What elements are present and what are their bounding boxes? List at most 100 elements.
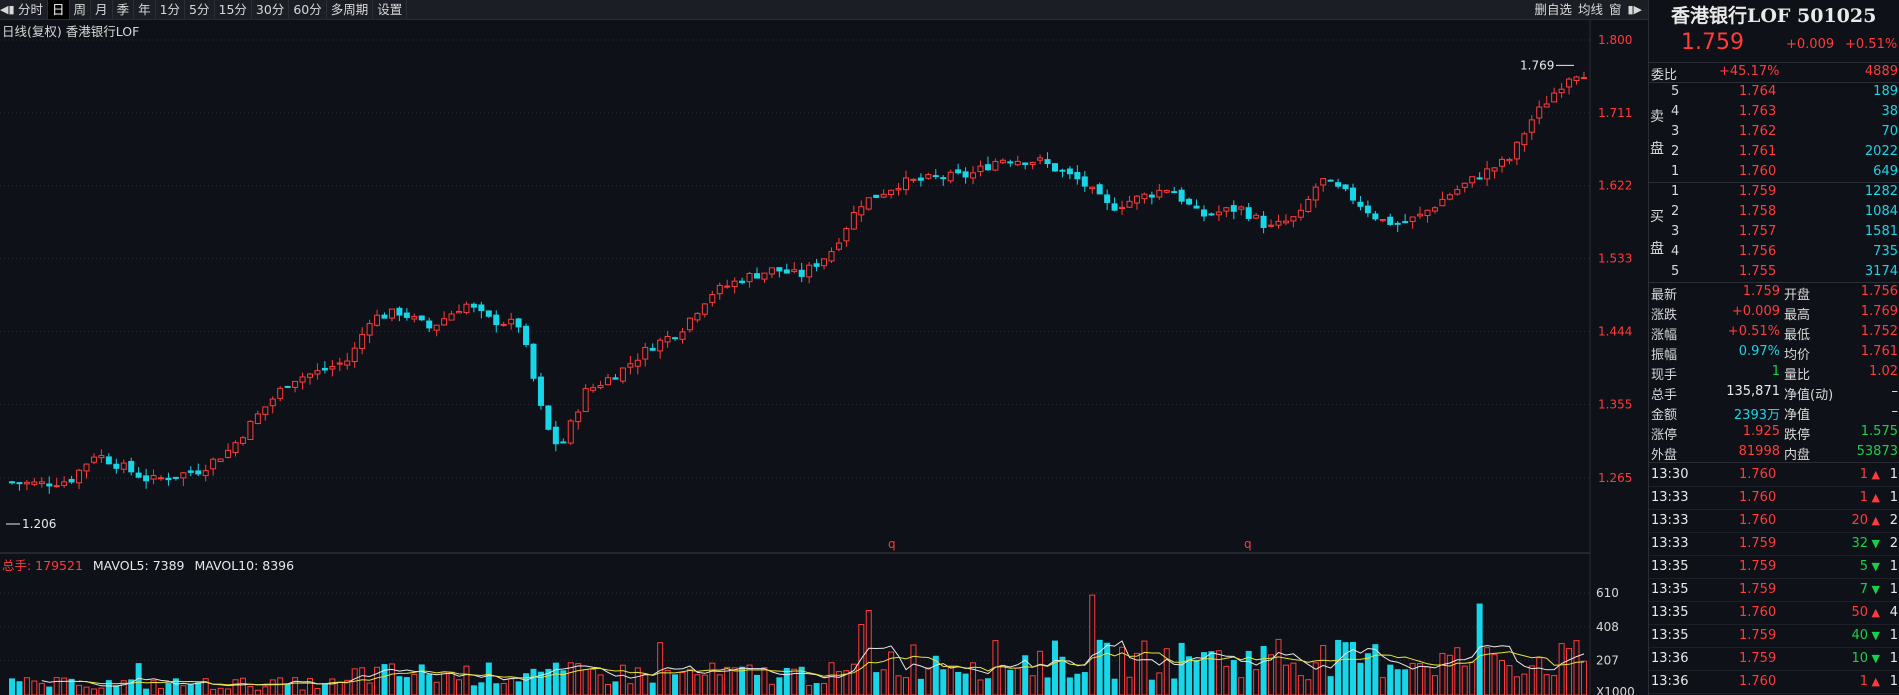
candle-body[interactable] [1536,106,1543,119]
candle-body[interactable] [225,449,232,458]
candle-body[interactable] [791,269,798,273]
trade-row[interactable]: 13:33 1.759 32 ▼ 2 [1649,532,1899,556]
candle-body[interactable] [605,377,611,386]
candle-body[interactable] [649,347,656,351]
candle-body[interactable] [627,363,634,368]
period-tab-5[interactable]: 年 [134,0,156,19]
candle-body[interactable] [679,331,686,340]
candle-body[interactable] [1163,189,1170,193]
candle-body[interactable] [835,242,842,250]
candle-body[interactable] [1305,199,1312,212]
candle-body[interactable] [761,272,768,280]
candle-body[interactable] [470,303,477,308]
candle-body[interactable] [23,481,30,485]
candle-body[interactable] [1268,224,1275,227]
candle-body[interactable] [113,463,120,469]
candle-body[interactable] [1476,177,1483,180]
candle-body[interactable] [217,458,224,463]
candle-body[interactable] [970,172,977,179]
candle-body[interactable] [754,273,760,279]
candle-body[interactable] [46,483,53,487]
candle-body[interactable] [1290,216,1297,222]
candle-body[interactable] [195,470,202,475]
candle-body[interactable] [783,269,790,274]
candle-body[interactable] [90,456,97,463]
candle-body[interactable] [537,376,544,406]
candle-body[interactable] [493,314,500,326]
candle-body[interactable] [1566,78,1573,88]
event-marker-q[interactable]: q [1244,537,1252,551]
candle-body[interactable] [746,272,753,283]
candle-body[interactable] [1178,189,1185,202]
candle-body[interactable] [1111,203,1118,211]
candle-body[interactable] [552,426,559,445]
candle-body[interactable] [821,258,828,267]
candle-body[interactable] [68,479,75,483]
candle-body[interactable] [1394,222,1401,225]
candle-body[interactable] [1364,205,1371,214]
trade-row[interactable]: 13:30 1.760 1 ▲ 1 [1649,463,1899,487]
candle-body[interactable] [1521,133,1528,146]
candle-body[interactable] [664,335,671,343]
candle-body[interactable] [180,472,187,479]
asks-row[interactable]: 1 1.760 649 [1649,162,1899,182]
candle-body[interactable] [1029,161,1036,165]
candle-body[interactable] [1066,168,1073,175]
candle-body[interactable] [1558,88,1565,94]
bids-row[interactable]: 2 1.758 1084 [1649,202,1899,222]
candle-body[interactable] [1297,209,1304,218]
candle-body[interactable] [597,384,604,389]
candle-body[interactable] [873,194,880,198]
asks-row[interactable]: 5 1.764 189 [1649,82,1899,102]
candle-body[interactable] [1387,216,1394,225]
candle-body[interactable] [1156,189,1163,198]
candle-body[interactable] [701,303,708,315]
candle-body[interactable] [1417,213,1424,217]
candle-body[interactable] [1007,161,1014,164]
candle-body[interactable] [992,161,999,171]
event-marker-q[interactable]: q [888,537,896,551]
candle-body[interactable] [1372,213,1379,220]
candle-body[interactable] [1133,195,1140,204]
toolbar-right-2[interactable]: 窗 [1608,2,1622,17]
trade-row[interactable]: 13:35 1.759 40 ▼ 1 [1649,624,1899,648]
candle-body[interactable] [1528,119,1535,133]
trade-row[interactable]: 13:35 1.760 50 ▲ 4 [1649,601,1899,625]
candle-body[interactable] [1260,215,1267,228]
candle-body[interactable] [31,481,38,485]
candle-body[interactable] [478,304,485,312]
period-tab-9[interactable]: 30分 [252,0,290,19]
candle-body[interactable] [254,413,261,424]
candle-body[interactable] [545,405,552,430]
candle-body[interactable] [314,370,321,375]
candle-body[interactable] [366,323,373,336]
candle-body[interactable] [1282,220,1289,224]
candle-body[interactable] [262,406,269,415]
candle-body[interactable] [1580,77,1587,80]
candle-body[interactable] [1074,172,1081,180]
candle-body[interactable] [828,251,835,262]
candle-body[interactable] [247,420,254,441]
trade-row[interactable]: 13:35 1.759 7 ▼ 1 [1649,578,1899,602]
candle-body[interactable] [269,398,276,407]
candle-body[interactable] [1201,209,1207,217]
candle-body[interactable] [1461,182,1468,188]
period-tab-1[interactable]: 日 [48,0,70,19]
candle-body[interactable] [374,314,381,326]
candle-body[interactable] [1171,191,1178,194]
candle-body[interactable] [903,177,909,191]
candle-body[interactable] [1513,141,1520,160]
candle-body[interactable] [277,387,284,399]
candle-body[interactable] [962,171,969,178]
candle-body[interactable] [798,269,805,277]
candle-body[interactable] [739,280,746,284]
period-tab-12[interactable]: 设置 [373,0,408,19]
candle-body[interactable] [1551,92,1558,103]
candle-body[interactable] [500,323,507,326]
candle-body[interactable] [150,475,157,480]
candle-body[interactable] [813,263,820,267]
candle-body[interactable] [672,337,679,340]
candle-body[interactable] [284,385,291,388]
period-tab-8[interactable]: 15分 [215,0,252,19]
period-tab-10[interactable]: 60分 [289,0,327,19]
